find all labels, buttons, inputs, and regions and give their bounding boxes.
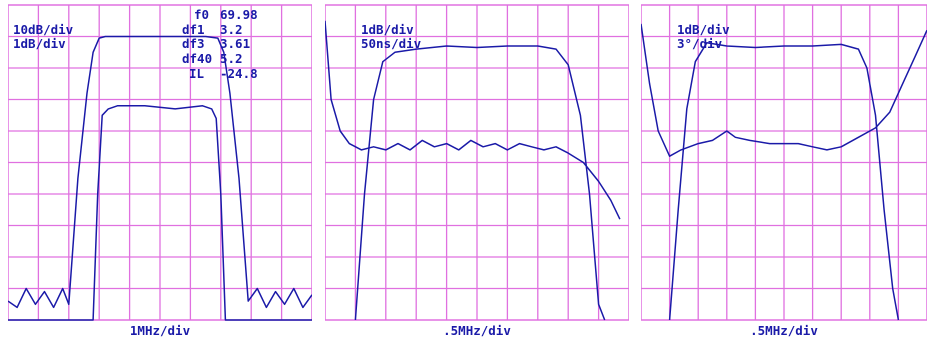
readout-value: -24.8 <box>220 66 258 81</box>
series-line <box>8 35 312 309</box>
chart-3-grid <box>641 4 927 321</box>
chart-3-series <box>641 23 927 321</box>
chart-2-grid <box>325 4 629 321</box>
chart-3-scale-label: 3°/div <box>677 36 723 51</box>
readout-value: 3.2 <box>220 22 243 37</box>
readout-value: 69.98 <box>220 7 258 22</box>
readout-name: f0 <box>194 7 209 22</box>
readout-name: IL <box>189 66 205 81</box>
readout-name: df1 <box>182 22 205 37</box>
panel-3: 1dB/div 3°/div .5MHz/div <box>641 0 927 342</box>
chart-3: 1dB/div 3°/div .5MHz/div <box>641 4 927 338</box>
chart-2-scale-label: 50ns/div <box>361 36 422 51</box>
readout-value: 3.61 <box>220 36 250 51</box>
chart-1-scale-label: 10dB/div <box>13 22 74 37</box>
chart-2-series <box>325 20 621 321</box>
readout-name: df3 <box>182 36 205 51</box>
series-line <box>668 42 900 321</box>
chart-2: 1dB/div 50ns/div .5MHz/div <box>325 4 629 338</box>
readout-name: df40 <box>182 51 212 66</box>
series-line <box>325 20 621 220</box>
chart-3-scale-label: 1dB/div <box>677 22 730 37</box>
chart-3-x-axis-label: .5MHz/div <box>750 323 818 338</box>
chart-1: 10dB/div 1dB/div f0 69.98 df1 3.2 df3 3.… <box>8 4 312 338</box>
chart-2-scale-label: 1dB/div <box>361 22 414 37</box>
series-line <box>641 23 927 157</box>
series-line <box>354 45 606 321</box>
chart-1-grid <box>8 4 312 321</box>
panel-2: 1dB/div 50ns/div .5MHz/div <box>325 0 629 342</box>
chart-2-x-axis-label: .5MHz/div <box>443 323 511 338</box>
chart-1-series <box>8 35 312 321</box>
chart-1-x-axis-label: 1MHz/div <box>130 323 191 338</box>
readout-value: 5.2 <box>220 51 243 66</box>
panel-1: 10dB/div 1dB/div f0 69.98 df1 3.2 df3 3.… <box>8 0 312 342</box>
chart-1-scale-label: 1dB/div <box>13 36 66 51</box>
series-line <box>8 105 312 321</box>
